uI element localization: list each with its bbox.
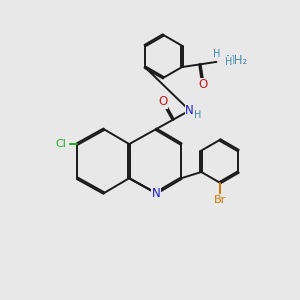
Text: N: N (152, 187, 160, 200)
Text: Br: Br (214, 195, 226, 205)
Text: O: O (158, 95, 168, 108)
Text: H: H (213, 50, 220, 59)
Text: Cl: Cl (56, 139, 66, 149)
Text: NH₂: NH₂ (226, 54, 248, 67)
Text: H: H (194, 110, 202, 120)
Text: H: H (225, 57, 233, 67)
Text: N: N (185, 104, 194, 117)
Text: O: O (198, 79, 208, 92)
